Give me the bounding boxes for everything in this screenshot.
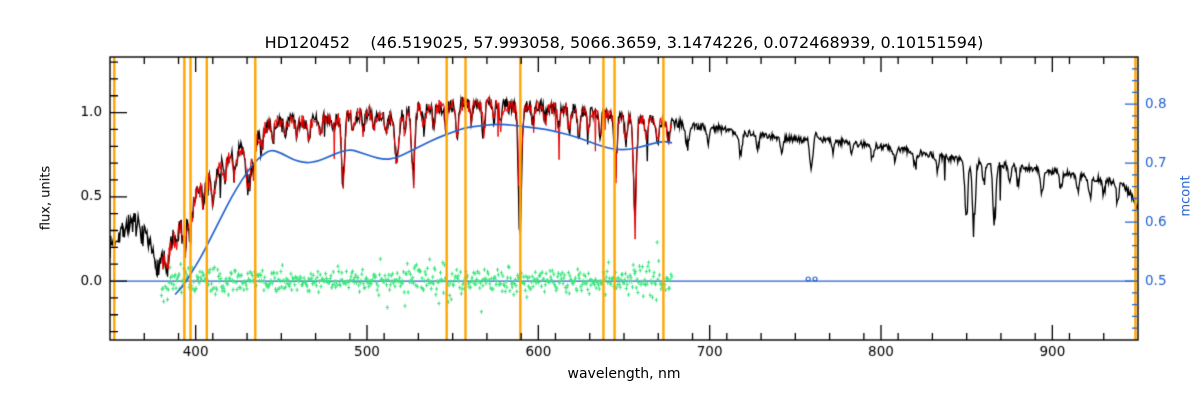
x-axis-label: wavelength, nm: [567, 366, 681, 382]
y-axis-label-left: flux, units: [38, 165, 54, 231]
y-axis-label-right: mcont: [1178, 175, 1194, 217]
plot-title: HD120452 (46.519025, 57.993058, 5066.365…: [264, 33, 984, 52]
